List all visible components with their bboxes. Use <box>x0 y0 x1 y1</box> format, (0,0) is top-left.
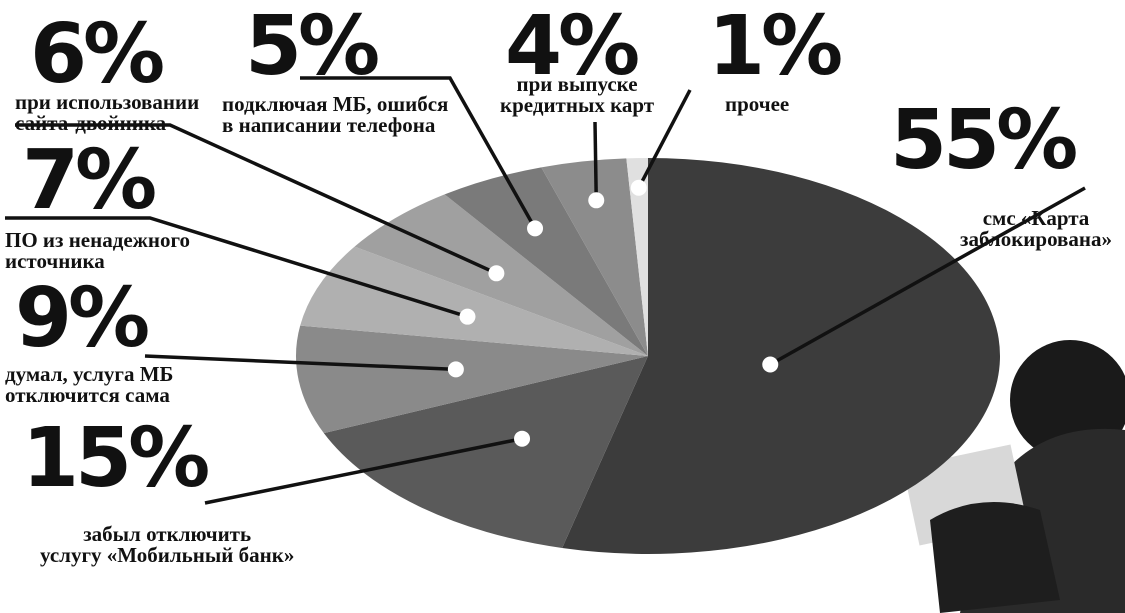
percent-label: 4% <box>505 0 640 94</box>
leader-dot <box>527 220 544 237</box>
pie-slice <box>562 158 1001 554</box>
leader-dot <box>447 361 464 378</box>
pie-slice <box>444 167 648 356</box>
glove <box>930 502 1060 613</box>
leader-dot <box>459 308 476 325</box>
pie-slice <box>323 356 648 549</box>
leader-dot <box>588 192 605 209</box>
leader-line <box>144 354 456 372</box>
leader-line <box>204 436 523 505</box>
slice-label: подключая МБ, ошибся в написании телефон… <box>222 92 449 137</box>
figure <box>902 340 1125 613</box>
leader-line <box>593 121 599 201</box>
leader-dot <box>630 179 647 196</box>
leader-line <box>300 76 537 230</box>
percent-label: 15% <box>22 411 210 506</box>
slice-label: при использовании сайта-двойника <box>15 90 200 135</box>
percent-label: 6% <box>30 7 165 102</box>
leader-dot <box>762 356 779 373</box>
percent-label: 9% <box>15 271 150 366</box>
leader-line <box>637 89 692 189</box>
slice-label: думал, услуга МБ отключится сама <box>5 362 174 407</box>
pie-slice <box>541 158 648 356</box>
leader-line <box>5 216 468 319</box>
pie-slice <box>296 325 648 434</box>
leader-line <box>769 186 1086 367</box>
slice-label: прочее <box>725 92 790 116</box>
slice-label: при выпуске кредитных карт <box>500 72 655 117</box>
pie-slice <box>626 158 648 356</box>
slice-label: ПО из ненадежного источника <box>5 228 191 273</box>
pie <box>296 158 1001 554</box>
slice-label: забыл отключить услугу «Мобильный банк» <box>40 522 295 567</box>
percent-label: 7% <box>22 133 157 228</box>
leader-dot <box>488 265 505 282</box>
leader-line <box>15 123 498 275</box>
leader-dot <box>514 430 531 447</box>
pie-slice <box>300 246 648 356</box>
slice-label: смс «Карта заблокирована» <box>960 206 1112 251</box>
percent-label: 55% <box>890 93 1078 188</box>
percent-label: 1% <box>708 0 843 94</box>
percent-label: 5% <box>245 0 380 94</box>
